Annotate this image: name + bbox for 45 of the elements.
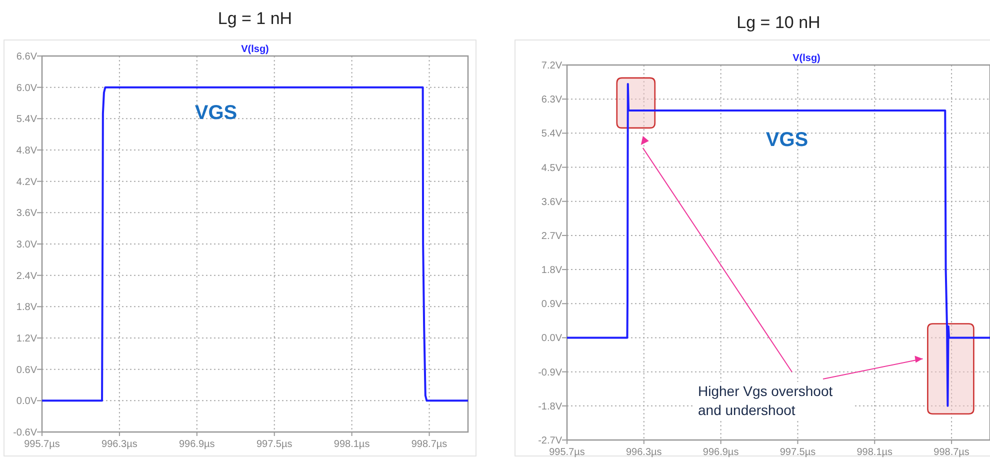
chart-title: Lg = 1 nH: [218, 9, 292, 28]
y-tick-label: 4.8V: [16, 146, 38, 156]
x-tick-label: 998.1µs: [334, 439, 370, 450]
y-tick-label: 2.4V: [16, 270, 38, 282]
y-tick-label: 3.6V: [541, 196, 562, 208]
x-tick-label: 996.3µs: [626, 447, 662, 458]
y-tick-label: 1.8V: [541, 265, 562, 276]
y-tick-label: 7.2V: [541, 60, 562, 72]
y-tick-label: 1.2V: [16, 334, 38, 344]
y-tick-label: -0.9V: [538, 367, 562, 378]
x-tick-label: 997.5µs: [780, 447, 816, 458]
y-tick-label: -2.7V: [538, 436, 562, 446]
y-tick-label: 1.8V: [16, 302, 38, 314]
y-tick-label: 5.4V: [16, 114, 38, 126]
x-tick-label: 998.1µs: [856, 447, 893, 458]
y-tick-label: 4.2V: [16, 176, 38, 188]
y-tick-label: 6.0V: [16, 82, 38, 94]
x-tick-label: 995.7µs: [549, 447, 585, 458]
y-tick-label: 0.0V: [541, 333, 562, 344]
y-tick-label: 5.4V: [541, 128, 562, 140]
x-tick-label: 997.5µs: [256, 439, 292, 450]
annotation: VGS: [194, 102, 238, 124]
y-tick-label: 0.9V: [541, 299, 562, 310]
y-tick-label: 2.7V: [541, 230, 562, 242]
annotation: Higher Vgs overshoot and undershoot: [698, 383, 833, 418]
y-tick-label: 3.0V: [16, 240, 38, 250]
x-tick-label: 998.7µs: [934, 447, 970, 458]
y-tick-label: 3.6V: [16, 208, 38, 220]
annotation: VGS: [766, 129, 808, 151]
text: V(lsg): [792, 53, 820, 64]
y-tick-label: 6.3V: [541, 94, 562, 106]
x-tick-label: 996.3µs: [102, 439, 138, 450]
x-tick-label: 996.9µs: [702, 447, 739, 458]
y-tick-label: 4.5V: [541, 162, 562, 174]
y-tick-label: -0.6V: [13, 428, 38, 438]
line-series: [41, 86, 469, 402]
x-tick-label: 996.9µs: [179, 439, 215, 450]
x-tick-label: 998.7µs: [411, 439, 448, 450]
y-tick-label: 0.0V: [16, 396, 38, 408]
y-tick-label: -1.8V: [538, 401, 562, 412]
chart-title: Lg = 10 nH: [736, 13, 820, 32]
y-tick-label: 6.6V: [16, 52, 38, 62]
x-tick-label: 995.7µs: [24, 439, 60, 450]
text: V(lsg): [241, 44, 269, 55]
y-tick-label: 0.6V: [16, 364, 38, 376]
